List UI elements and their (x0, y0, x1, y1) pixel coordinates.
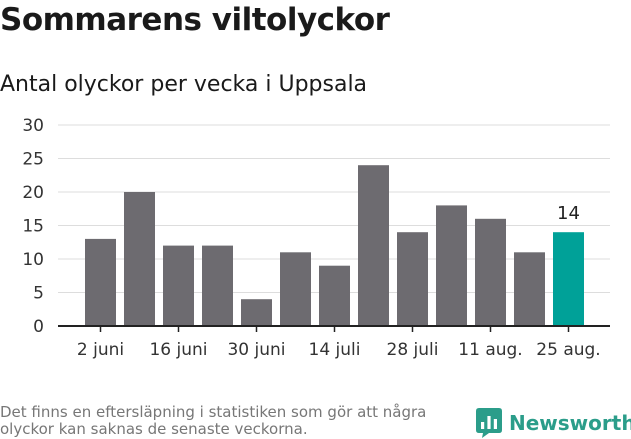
bar (475, 218, 506, 326)
y-tick-label: 5 (33, 284, 44, 304)
bar (514, 252, 545, 326)
x-axis: 2 juni 16 juni 30 juni 14 juli 28 juli 11 aug… (58, 325, 610, 360)
y-axis-ticks: 0 5 10 15 20 25 30 (22, 116, 44, 337)
x-tick-label: 16 juni (149, 340, 207, 360)
x-tick-label: 14 juli (309, 340, 361, 360)
y-tick-label: 30 (22, 116, 44, 136)
bar (553, 232, 584, 326)
y-tick-label: 0 (33, 317, 44, 337)
bar (163, 245, 194, 326)
bar (124, 192, 155, 326)
bar (397, 232, 428, 326)
x-tick-label: 28 juli (387, 340, 439, 360)
chart-title: Sommarens viltolyckor (0, 2, 390, 38)
bar (319, 265, 350, 326)
x-tick-label: 11 aug. (458, 340, 522, 360)
data-label: 14 (557, 203, 580, 224)
x-tick-label: 2 juni (77, 340, 124, 360)
bars (85, 165, 584, 326)
x-tick-label: 30 juni (227, 340, 285, 360)
y-tick-label: 10 (22, 250, 44, 270)
brand-name: Newsworthy (509, 411, 631, 435)
bar (85, 238, 116, 326)
y-tick-label: 15 (22, 217, 44, 237)
bar-chart: 0 5 10 15 20 25 30 2 juni 16 juni 30 juni 14 juli… (22, 116, 610, 360)
bar (436, 205, 467, 326)
chart-subtitle: Antal olyckor per vecka i Uppsala (0, 72, 368, 97)
newsworthy-logo-icon (476, 408, 502, 438)
footer-note: Det finns en eftersläpning i statistiken… (0, 403, 427, 438)
bar (280, 252, 311, 326)
bar (241, 299, 272, 326)
annotations: 14 (557, 203, 580, 224)
x-tick-label: 25 aug. (536, 340, 600, 360)
brand-logo: Newsworthy (476, 407, 631, 439)
bar (358, 165, 389, 326)
y-tick-label: 25 (22, 150, 44, 170)
y-tick-label: 20 (22, 183, 44, 203)
bar (202, 245, 233, 326)
